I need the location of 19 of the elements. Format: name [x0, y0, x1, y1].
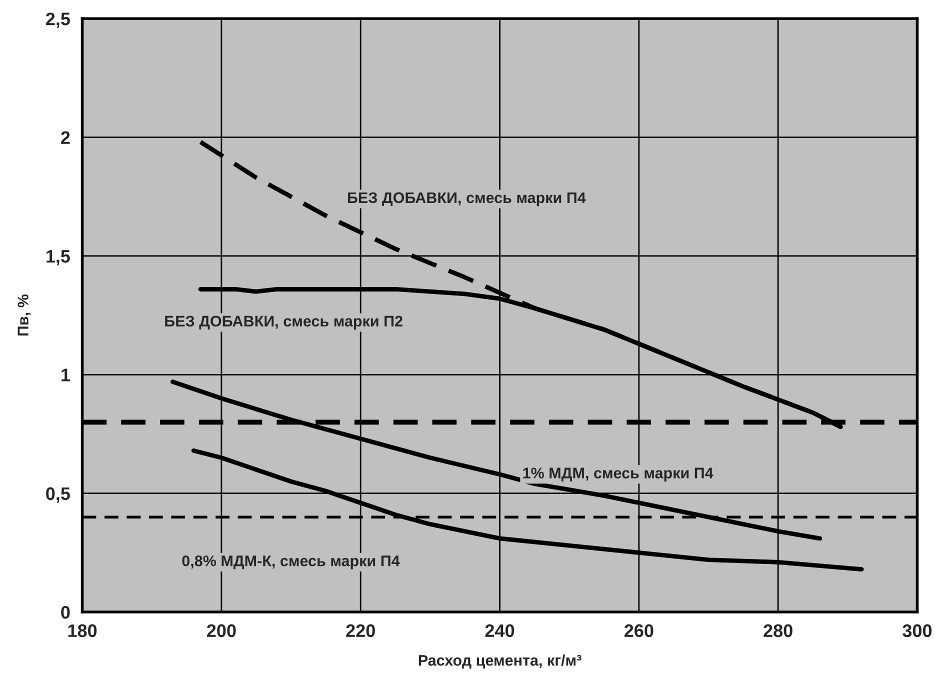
- y-tick-label: 2: [61, 131, 70, 144]
- annotation: БЕЗ ДОБАВКИ, смесь марки П2: [165, 316, 402, 330]
- y-tick-label: 1,5: [46, 250, 70, 266]
- x-axis-title: Расход цемента, кг/м³: [418, 654, 582, 669]
- annotation: БЕЗ ДОБАВКИ, смесь марки П4: [348, 192, 586, 206]
- annotation: 0,8% МДМ-К, смесь марки П4: [182, 555, 400, 570]
- y-axis-title: Пв, %: [18, 294, 31, 336]
- x-tick-label: 300: [902, 624, 932, 638]
- y-tick-label: 0: [61, 606, 70, 619]
- y-tick-label: 1: [62, 368, 70, 382]
- x-tick-label: 200: [207, 624, 236, 638]
- x-tick-label: 260: [624, 624, 654, 638]
- x-tick-label: 220: [346, 624, 375, 638]
- y-tick-label: 0,5: [46, 487, 70, 503]
- y-tick-label: 2,5: [46, 12, 70, 28]
- x-tick-label: 240: [485, 624, 514, 638]
- x-tick-label: 280: [764, 624, 792, 638]
- x-tick-label: 180: [68, 624, 97, 638]
- annotation: 1% МДМ, смесь марки П4: [523, 468, 714, 482]
